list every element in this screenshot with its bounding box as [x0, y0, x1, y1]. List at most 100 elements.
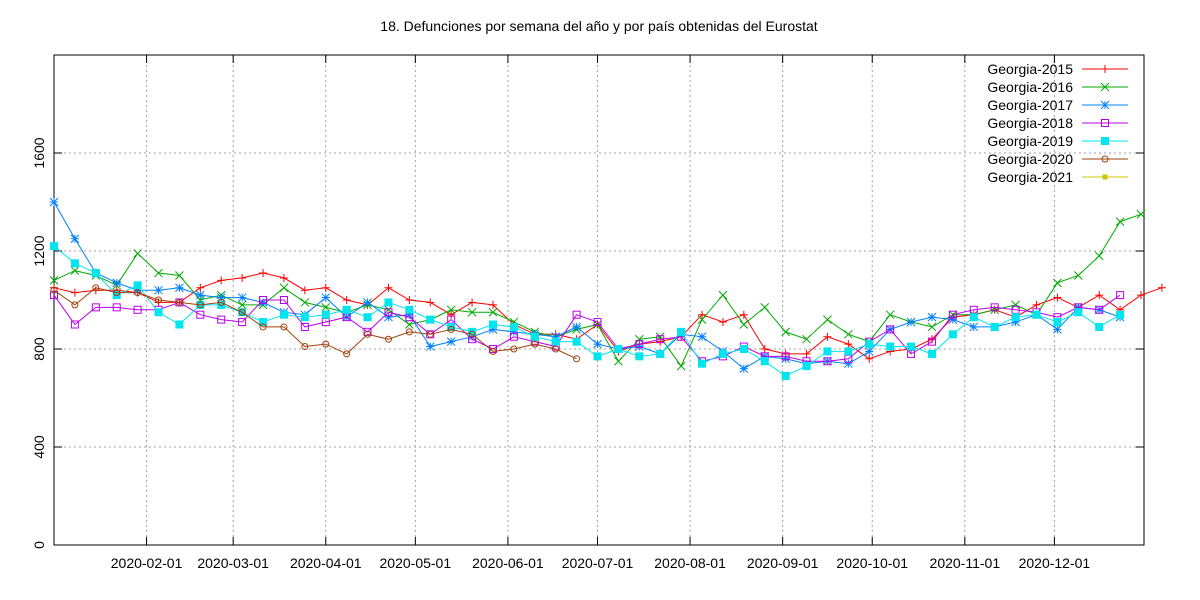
legend-item: Georgia-2017	[987, 97, 1128, 113]
data-point	[1116, 291, 1125, 300]
data-point	[552, 345, 560, 353]
data-point	[906, 317, 916, 327]
data-point	[739, 320, 749, 329]
data-point	[844, 347, 853, 356]
data-point	[322, 340, 330, 348]
data-point	[573, 355, 581, 363]
data-point	[237, 300, 247, 310]
data-point	[217, 298, 225, 306]
data-point	[92, 284, 100, 292]
data-point	[446, 337, 456, 347]
data-point	[112, 278, 122, 288]
data-point	[447, 325, 455, 333]
data-point	[217, 300, 226, 309]
data-point	[175, 320, 184, 329]
data-point	[1116, 310, 1125, 319]
data-point	[927, 349, 936, 358]
data-point	[1094, 251, 1104, 261]
data-point	[155, 296, 163, 304]
data-point	[802, 334, 811, 344]
data-point	[279, 296, 288, 304]
data-point	[593, 318, 602, 327]
data-point	[91, 303, 100, 312]
data-point	[614, 345, 623, 353]
data-point	[133, 285, 142, 295]
x-tick-label: 2020-07-01	[562, 555, 634, 571]
series-Georgia-2017	[49, 197, 1125, 373]
data-point	[718, 290, 728, 300]
data-point	[426, 298, 435, 307]
data-point	[1095, 322, 1104, 331]
legend-marker	[1101, 155, 1109, 163]
data-point	[634, 342, 644, 351]
data-point	[656, 335, 665, 344]
data-point	[656, 349, 665, 358]
data-point	[259, 323, 267, 331]
data-point	[321, 293, 331, 302]
data-point	[572, 337, 581, 346]
data-point	[990, 305, 1000, 315]
legend-label: Georgia-2021	[987, 169, 1073, 185]
data-point	[279, 310, 288, 319]
data-point	[948, 315, 958, 324]
data-point	[739, 364, 749, 373]
data-point	[1074, 308, 1083, 317]
data-point	[91, 269, 100, 278]
data-point	[321, 302, 331, 312]
data-point	[697, 332, 707, 342]
legend-item: Georgia-2018	[987, 115, 1128, 131]
data-point	[1053, 318, 1062, 327]
x-tick-label: 2020-02-01	[111, 555, 183, 571]
data-point	[426, 315, 435, 324]
data-point	[865, 340, 874, 349]
data-point	[71, 301, 79, 309]
data-point	[907, 342, 916, 351]
data-point	[113, 289, 121, 297]
data-point	[1095, 305, 1104, 314]
data-point	[927, 337, 936, 346]
x-tick-label: 2020-12-01	[1019, 555, 1091, 571]
data-point	[195, 290, 205, 300]
data-point	[886, 342, 895, 351]
data-point	[321, 310, 330, 319]
data-point	[488, 320, 497, 329]
y-tick-label: 400	[31, 435, 47, 459]
data-point	[551, 337, 560, 346]
data-point	[739, 345, 748, 353]
legend-marker	[1101, 137, 1109, 145]
data-point	[426, 330, 434, 338]
data-point	[1137, 291, 1146, 300]
data-point	[112, 303, 121, 312]
data-point	[1115, 217, 1125, 226]
data-point	[364, 330, 372, 338]
data-point	[677, 327, 686, 336]
data-point	[279, 283, 289, 293]
x-tick-label: 2020-03-01	[197, 555, 269, 571]
x-tick-label: 2020-10-01	[836, 555, 908, 571]
series-Georgia-2018	[50, 291, 1125, 366]
data-point	[509, 327, 519, 337]
data-point	[384, 298, 393, 307]
data-point	[300, 286, 309, 295]
data-point	[990, 303, 999, 312]
data-point	[823, 332, 832, 341]
x-ticks: 2020-02-01 2020-03-01 2020-04-01 2020-05-01…	[111, 55, 1091, 571]
data-point	[488, 300, 497, 309]
x-tick-label: 2020-06-01	[472, 555, 544, 571]
data-point	[593, 352, 602, 361]
data-point	[133, 281, 142, 290]
data-point	[927, 312, 937, 322]
data-point	[489, 347, 497, 355]
data-point	[405, 320, 414, 329]
data-point	[49, 197, 59, 207]
data-point	[175, 283, 184, 293]
data-point	[384, 335, 392, 343]
data-point	[1136, 209, 1146, 219]
data-point	[739, 310, 748, 319]
data-point	[1011, 317, 1020, 327]
data-point	[196, 283, 205, 292]
data-point	[531, 340, 539, 348]
data-point	[468, 298, 477, 307]
data-point	[196, 301, 204, 309]
data-point	[363, 313, 372, 322]
